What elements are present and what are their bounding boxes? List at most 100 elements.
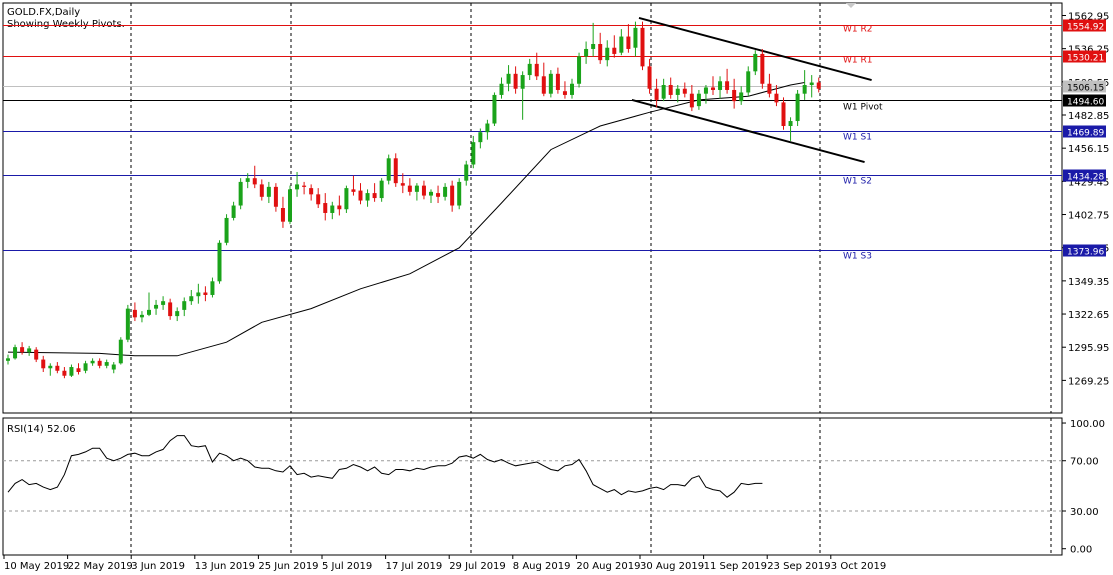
price-axis-label: 1536.25 (1068, 45, 1109, 56)
candle-body (802, 85, 807, 94)
candle-body (633, 27, 638, 48)
candle-body (273, 186, 278, 207)
candle-body (612, 47, 617, 54)
candle-body (506, 73, 511, 84)
candle-body (393, 158, 398, 184)
candle-body (703, 87, 708, 94)
candle-body (781, 102, 786, 126)
candle-body (154, 304, 159, 309)
candle-body (513, 73, 518, 89)
candle-body (450, 185, 455, 206)
candle-body (231, 205, 236, 218)
candle-body (570, 83, 574, 95)
candle-body (414, 185, 419, 192)
candle-body (358, 190, 363, 201)
price-axis-label: 1402.75 (1068, 211, 1109, 222)
candle-body (203, 292, 208, 295)
candle-body (795, 93, 800, 122)
candle-body (718, 81, 723, 90)
candle-body (295, 184, 300, 190)
candle-body (118, 339, 123, 364)
candle-body (104, 362, 109, 366)
candle-body (323, 203, 328, 213)
price-axis-label: 1456.15 (1068, 144, 1109, 155)
price-tag-box (1063, 244, 1106, 257)
candle-body (125, 308, 130, 340)
candle-body (224, 217, 229, 243)
candle-body (527, 63, 532, 76)
moving-average-line (7, 82, 805, 357)
candle-body (654, 88, 659, 100)
price-tag-label: 1530.21 (1067, 54, 1104, 64)
candle-body (682, 88, 687, 94)
time-axis-label: 25 Jun 2019 (258, 561, 318, 572)
chart-shift-marker[interactable] (846, 3, 856, 8)
candle-body (562, 91, 567, 95)
symbol-title: GOLD.FX,Daily (7, 7, 80, 18)
candle-body (6, 358, 10, 361)
candle-body (753, 53, 758, 72)
candle-body (774, 93, 779, 103)
candle-body (330, 205, 335, 213)
price-axis-label: 1269.25 (1068, 376, 1109, 387)
candle-body (288, 189, 292, 222)
candle-body (27, 348, 32, 353)
price-tag-box (1063, 80, 1106, 93)
candle-body (139, 314, 144, 318)
candle-body (746, 71, 751, 93)
candle-body (584, 48, 589, 57)
candle-body (739, 92, 744, 102)
pivot-level-name: W1 S2 (843, 177, 872, 187)
candle-body (760, 53, 765, 84)
candle-body (400, 183, 405, 186)
pivot-level-name: W1 R1 (843, 56, 872, 66)
candle-body (344, 188, 349, 210)
time-axis-label: 11 Sep 2019 (704, 561, 767, 572)
rsi-axis-label: 0.00 (1070, 545, 1092, 556)
candle-body (62, 370, 67, 376)
candle-body (457, 181, 462, 206)
candle-body (689, 93, 694, 108)
time-axis-label: 13 Jun 2019 (195, 561, 255, 572)
candle-body (69, 367, 74, 376)
candle-body (555, 73, 560, 90)
candle-body (111, 364, 116, 370)
candle-body (696, 93, 701, 107)
candle-body (245, 178, 250, 182)
price-axis-label: 1429.45 (1068, 177, 1109, 188)
pivot-level-name: W1 Pivot (843, 103, 883, 113)
price-axis-label: 1349.35 (1068, 277, 1109, 288)
price-axis-label: 1562.95 (1068, 11, 1109, 22)
candle-body (210, 281, 215, 295)
rsi-line (7, 435, 763, 498)
candle-body (337, 205, 342, 210)
price-tag-box (1063, 94, 1106, 107)
candle-body (429, 191, 433, 196)
price-tag-label: 1554.92 (1067, 23, 1104, 33)
candle-body (478, 132, 483, 143)
time-axis-label: 23 Sep 2019 (767, 561, 830, 572)
price-axis-label: 1295.95 (1068, 343, 1109, 354)
candle-body (34, 349, 39, 360)
candle-body (598, 44, 603, 61)
candle-body (711, 87, 715, 90)
time-axis-label: 8 Aug 2019 (513, 561, 571, 572)
candle-body (189, 296, 194, 302)
candle-body (41, 359, 46, 369)
pivot-level-name: W1 S1 (843, 133, 872, 143)
candle-body (436, 193, 441, 197)
candle-body (492, 94, 497, 124)
candle-body (132, 309, 137, 318)
time-axis-label: 20 Aug 2019 (576, 561, 640, 572)
candle-body (309, 188, 314, 195)
pivot-level-name: W1 S3 (843, 252, 872, 262)
candle-body (421, 185, 426, 196)
rsi-panel-frame (2, 417, 1063, 556)
candle-body (647, 66, 652, 89)
time-axis-label: 10 May 2019 (4, 561, 69, 572)
price-tag-box (1063, 50, 1106, 63)
pivot-subtitle: Showing Weekly Pivots. (7, 19, 125, 30)
candle-body (767, 83, 772, 94)
candle-body (302, 185, 307, 187)
